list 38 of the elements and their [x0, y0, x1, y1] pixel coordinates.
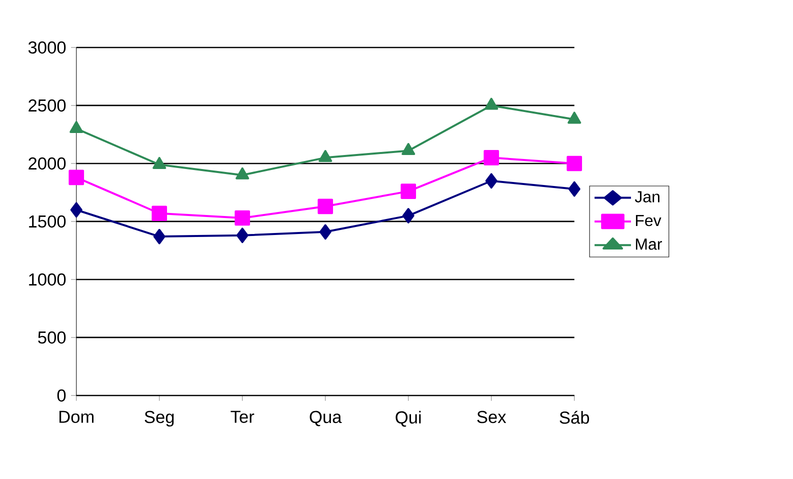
point — [484, 150, 500, 166]
x-tick-label: Qua — [310, 410, 342, 426]
point — [68, 170, 84, 186]
point — [566, 156, 582, 172]
point — [402, 208, 414, 224]
point — [236, 167, 250, 180]
point — [568, 181, 580, 197]
y-tick-label: 2000 — [28, 157, 66, 170]
point — [485, 173, 498, 189]
point — [318, 150, 332, 162]
y-tick-label: 3000 — [28, 41, 66, 54]
x-tick-label: Dom — [59, 410, 94, 423]
point — [568, 112, 582, 124]
point — [319, 224, 332, 240]
y-tick-label: 1500 — [29, 215, 66, 228]
y-tick-label: 0 — [57, 389, 66, 402]
x-tick-label: Seg — [144, 410, 174, 427]
legend-label: Mar — [636, 238, 662, 250]
point — [402, 143, 416, 156]
point — [234, 210, 250, 226]
point — [484, 98, 498, 110]
y-tick-label: 2500 — [28, 99, 66, 112]
point — [318, 198, 334, 214]
point — [152, 206, 168, 222]
legend-label: Fev — [636, 214, 662, 226]
x-tick-label: Qui — [396, 410, 421, 427]
point — [400, 184, 416, 199]
y-tick-label: 1000 — [29, 273, 66, 286]
x-tick-label: Sex — [477, 410, 506, 424]
point — [153, 228, 166, 244]
legend-label: Jan — [634, 191, 660, 202]
y-tick-label: 500 — [38, 331, 66, 344]
point — [152, 156, 166, 169]
point — [70, 202, 82, 218]
point — [70, 121, 84, 134]
point — [236, 228, 248, 244]
x-tick-label: Ter — [230, 410, 254, 423]
x-tick-label: Sáb — [560, 410, 590, 424]
